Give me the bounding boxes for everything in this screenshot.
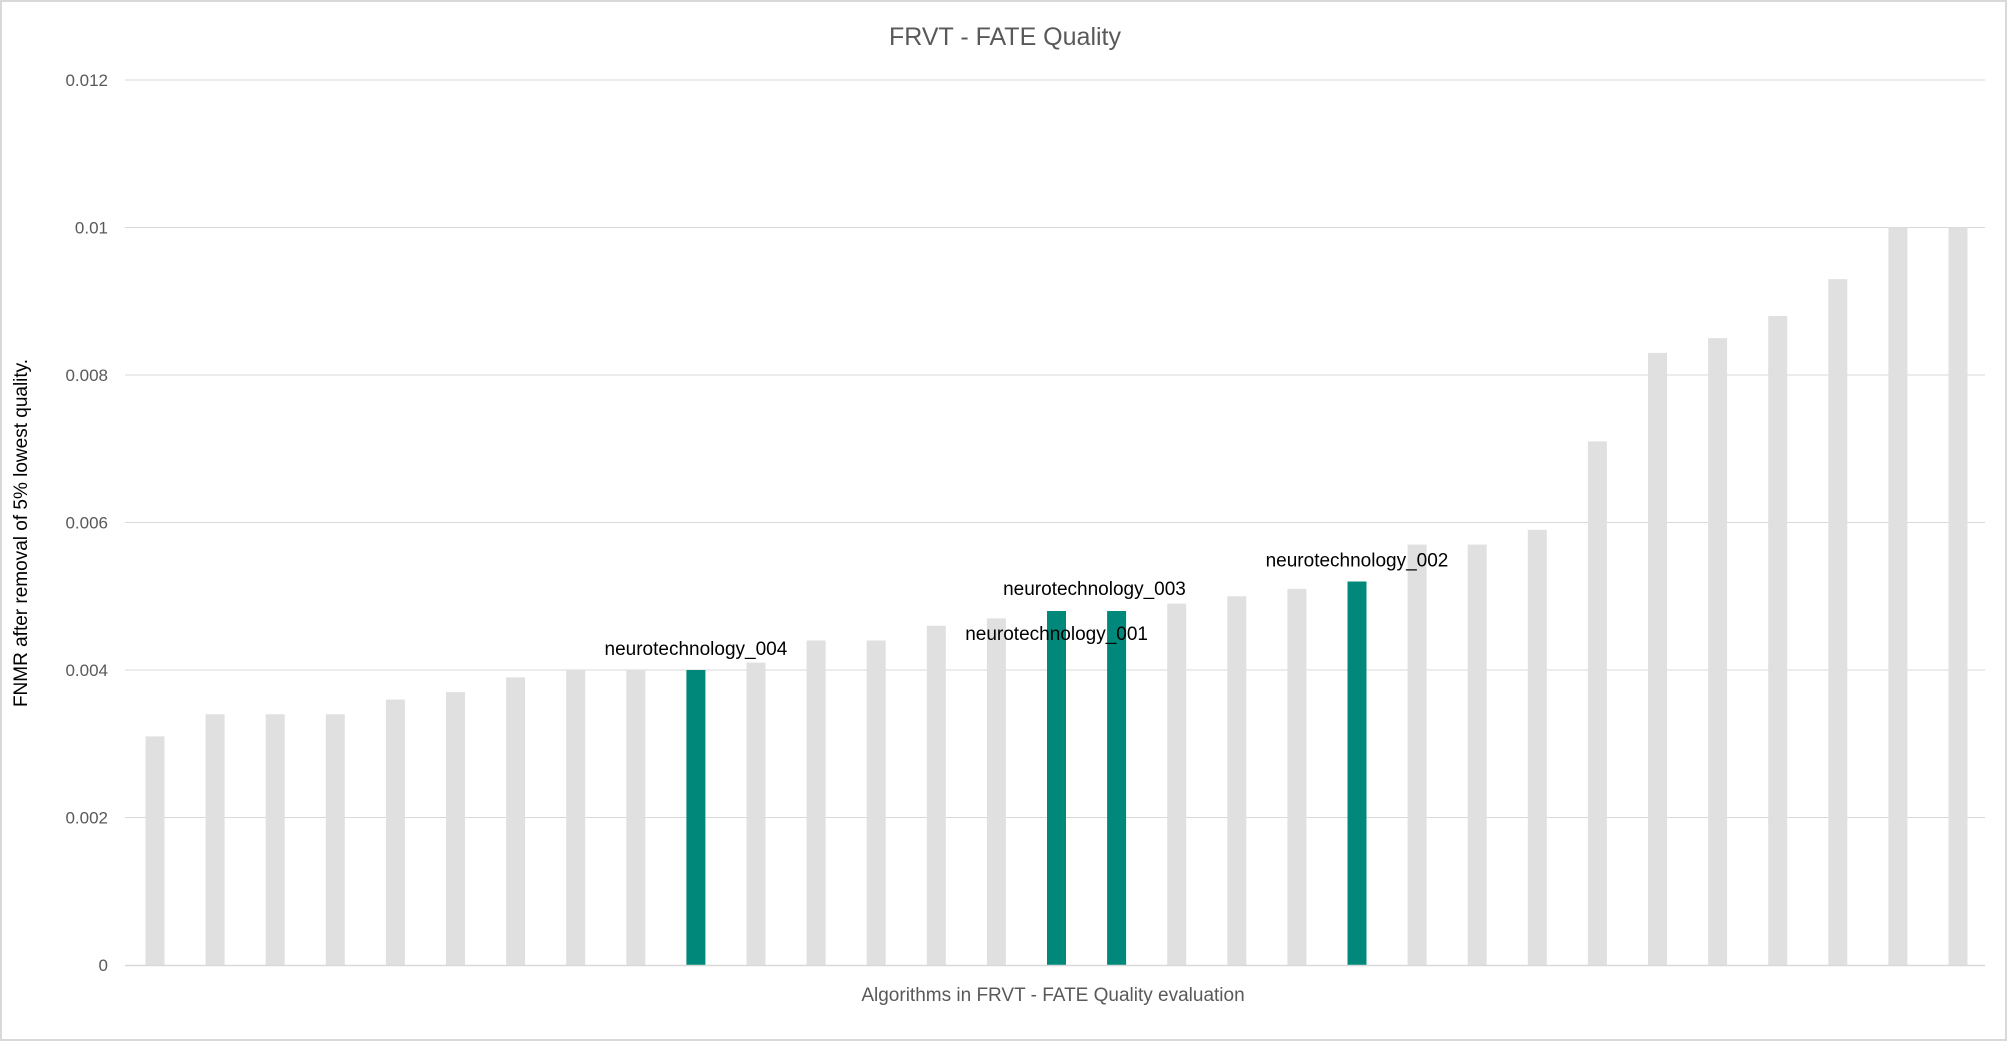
y-tick-label: 0.006 bbox=[65, 514, 108, 533]
y-tick-label: 0.002 bbox=[65, 809, 108, 828]
y-axis-label: FNMR after removal of 5% lowest quality. bbox=[11, 359, 32, 707]
bar bbox=[926, 625, 946, 965]
bar bbox=[1527, 529, 1547, 965]
bar bbox=[626, 670, 646, 965]
y-tick-label: 0.012 bbox=[65, 71, 108, 90]
data-labels: neurotechnology_004neurotechnology_003ne… bbox=[605, 551, 1449, 661]
bar bbox=[1167, 603, 1187, 965]
data-label: neurotechnology_002 bbox=[1266, 551, 1449, 572]
y-tick-label: 0.008 bbox=[65, 366, 108, 385]
bar bbox=[446, 692, 465, 965]
bar bbox=[746, 662, 766, 965]
bar-highlighted bbox=[686, 670, 706, 965]
data-label: neurotechnology_004 bbox=[605, 639, 788, 660]
y-tick-label: 0.01 bbox=[75, 219, 108, 238]
bar bbox=[1587, 441, 1607, 965]
y-tick-label: 0 bbox=[99, 956, 108, 975]
chart-title: FRVT - FATE Quality bbox=[889, 23, 1121, 51]
bar bbox=[1467, 544, 1487, 965]
bar bbox=[866, 640, 886, 965]
bar bbox=[1227, 596, 1247, 965]
bar-highlighted bbox=[1107, 611, 1127, 965]
bar bbox=[205, 714, 225, 965]
bar bbox=[1708, 338, 1728, 965]
bar bbox=[1828, 279, 1848, 965]
bar-highlighted bbox=[1047, 611, 1066, 965]
bar bbox=[1768, 316, 1788, 965]
bar bbox=[385, 699, 405, 965]
bar bbox=[1287, 588, 1307, 965]
bar bbox=[1407, 544, 1427, 965]
bar bbox=[1888, 227, 1908, 965]
bar bbox=[1648, 352, 1667, 965]
bar bbox=[325, 714, 345, 965]
bar bbox=[145, 736, 165, 965]
bar bbox=[806, 640, 826, 965]
y-axis-tick-labels: 0 0.002 0.004 0.006 0.008 0.01 0.012 bbox=[65, 71, 108, 975]
bar-highlighted bbox=[1347, 581, 1367, 965]
data-label: neurotechnology_001 bbox=[965, 624, 1148, 645]
bar bbox=[506, 677, 526, 965]
x-axis-label: Algorithms in FRVT - FATE Quality evalua… bbox=[861, 985, 1244, 1006]
bar bbox=[1948, 227, 1968, 965]
bar bbox=[986, 618, 1006, 965]
bar bbox=[566, 670, 586, 965]
bar bbox=[265, 714, 285, 965]
y-tick-label: 0.004 bbox=[65, 661, 108, 680]
bars bbox=[145, 227, 1968, 965]
gridlines bbox=[125, 79, 1985, 818]
data-label: neurotechnology_003 bbox=[1003, 579, 1186, 600]
